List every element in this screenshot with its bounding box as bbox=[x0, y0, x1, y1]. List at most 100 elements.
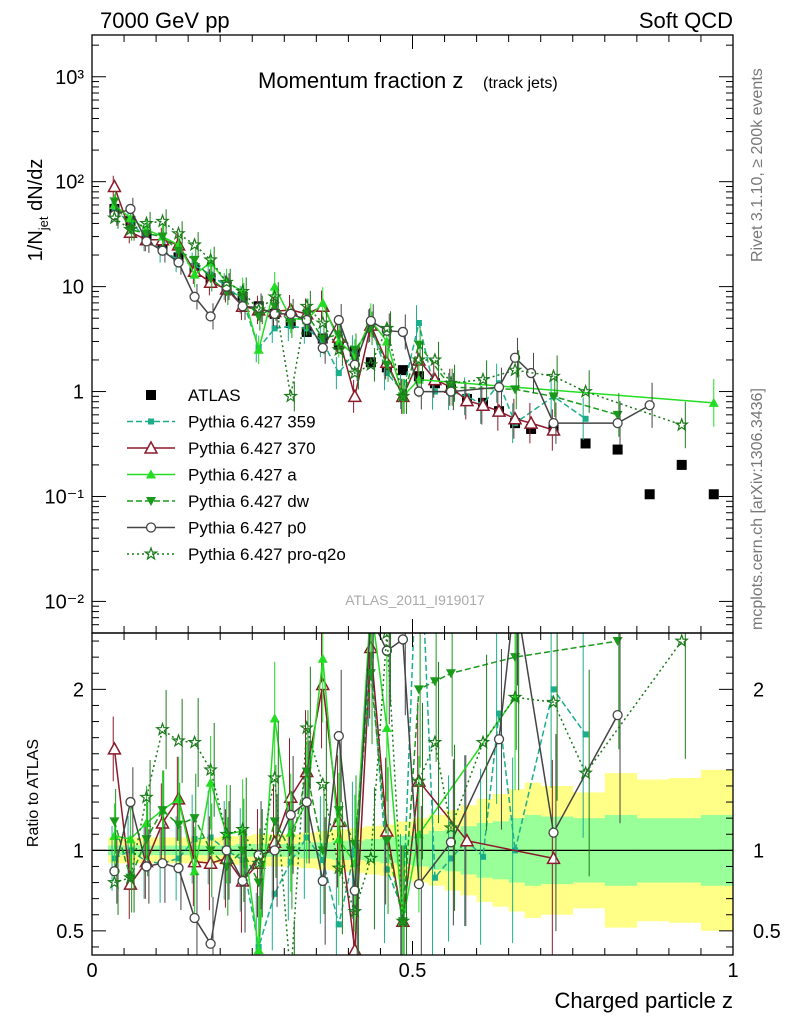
ratio-point bbox=[125, 796, 136, 808]
data-point bbox=[253, 344, 264, 354]
ratio-ytick-label-left: 0.5 bbox=[56, 921, 84, 943]
ratio-point bbox=[331, 860, 347, 875]
ratio-point bbox=[203, 762, 219, 777]
data-point bbox=[443, 375, 459, 390]
ratio-line bbox=[113, 647, 554, 951]
ratio-point bbox=[379, 823, 395, 837]
ratio-point bbox=[173, 862, 184, 874]
ratio-point bbox=[299, 720, 315, 735]
data-point bbox=[237, 301, 248, 312]
watermark: ATLAS_2011_I919017 bbox=[345, 592, 485, 608]
ratio-ytick-label-right: 0.5 bbox=[753, 921, 781, 943]
ratio-point bbox=[445, 837, 457, 848]
ratio-point bbox=[253, 945, 264, 955]
ratio-line bbox=[113, 640, 618, 922]
ratio-point bbox=[141, 861, 152, 872]
legend-entry: Pythia 6.427 pro-q2o bbox=[127, 545, 346, 564]
ratio-point bbox=[382, 633, 392, 640]
ratio-point bbox=[496, 710, 503, 717]
data-point bbox=[413, 340, 424, 350]
data-point bbox=[395, 388, 411, 403]
main-ytick-label: 10⁻¹ bbox=[45, 486, 85, 508]
side-label-bottom: mcplots.cern.ch [arXiv:1306.3436] bbox=[749, 388, 766, 630]
series-line bbox=[113, 217, 682, 426]
ratio-point bbox=[155, 721, 170, 736]
ratio-point bbox=[271, 890, 278, 897]
header-right: Soft QCD bbox=[639, 8, 733, 33]
data-point bbox=[475, 371, 491, 386]
ratio-point bbox=[251, 855, 267, 870]
data-point bbox=[331, 341, 347, 357]
series-pythia-6-427-dw bbox=[109, 190, 623, 437]
ratio-point bbox=[175, 855, 182, 862]
xtick-label: 0.5 bbox=[399, 960, 427, 982]
ratio-point bbox=[203, 855, 218, 869]
data-point bbox=[285, 308, 296, 320]
main-ytick-label: 10³ bbox=[55, 67, 84, 89]
ratio-point bbox=[548, 827, 559, 838]
data-point bbox=[507, 411, 523, 425]
ratio-point bbox=[109, 830, 120, 840]
data-point bbox=[523, 415, 539, 429]
data-point bbox=[411, 352, 427, 367]
legend-marker bbox=[143, 546, 159, 561]
ratio-point bbox=[301, 796, 312, 808]
ratio-series-pythia-6-427-p0 bbox=[109, 633, 623, 955]
ratio-point bbox=[459, 833, 475, 847]
ratio-point bbox=[335, 921, 342, 928]
data-point bbox=[491, 403, 507, 417]
data-point bbox=[708, 489, 719, 500]
legend-entry: Pythia 6.427 370 bbox=[127, 439, 316, 458]
ratio-point bbox=[189, 912, 200, 924]
ratio-point bbox=[443, 820, 459, 835]
ratio-point bbox=[397, 634, 409, 645]
ratio-point bbox=[205, 938, 216, 949]
xtick-label: 0 bbox=[86, 960, 97, 982]
data-point bbox=[205, 311, 216, 322]
data-point bbox=[676, 459, 687, 470]
data-point bbox=[383, 370, 390, 377]
data-point bbox=[251, 302, 267, 317]
legend-entry: Pythia 6.427 359 bbox=[127, 413, 316, 432]
ratio-point bbox=[674, 633, 690, 648]
data-point bbox=[644, 400, 655, 411]
ratio-line bbox=[114, 633, 683, 955]
ratio-point bbox=[123, 876, 138, 890]
ratio-ytick-label-right: 2 bbox=[753, 679, 764, 701]
data-point bbox=[107, 178, 122, 193]
ratio-point bbox=[267, 770, 283, 785]
ratio-point bbox=[237, 875, 248, 887]
ratio-point bbox=[205, 846, 216, 856]
data-point bbox=[427, 352, 443, 367]
data-point bbox=[365, 357, 376, 368]
series-pythia-6-427-pro-q2o bbox=[106, 207, 690, 449]
data-point bbox=[106, 210, 122, 225]
data-point bbox=[578, 383, 594, 398]
ratio-point bbox=[347, 903, 363, 918]
legend-label: Pythia 6.427 359 bbox=[188, 413, 316, 432]
data-point bbox=[219, 274, 235, 289]
ratio-point bbox=[349, 885, 360, 896]
data-point bbox=[347, 388, 363, 403]
ratio-point bbox=[363, 850, 379, 865]
data-point bbox=[349, 359, 360, 370]
data-point bbox=[271, 325, 278, 332]
ratio-point bbox=[395, 913, 411, 928]
data-point bbox=[397, 365, 408, 376]
data-point bbox=[475, 397, 491, 412]
data-point bbox=[333, 336, 344, 346]
ratio-point bbox=[269, 713, 280, 723]
ratio-point bbox=[413, 685, 424, 695]
ratio-ytick-label-left: 1 bbox=[73, 840, 84, 862]
ratio-point bbox=[141, 817, 152, 827]
data-point bbox=[155, 213, 170, 228]
ratio-series-layer bbox=[106, 633, 690, 955]
ratio-point bbox=[317, 875, 328, 887]
data-point bbox=[189, 269, 200, 279]
ratio-point bbox=[427, 734, 443, 749]
ratio-xlabel: Charged particle z bbox=[554, 988, 733, 1013]
ratio-point bbox=[445, 669, 456, 679]
data-point bbox=[317, 342, 328, 354]
legend-entry: Pythia 6.427 dw bbox=[127, 492, 310, 511]
